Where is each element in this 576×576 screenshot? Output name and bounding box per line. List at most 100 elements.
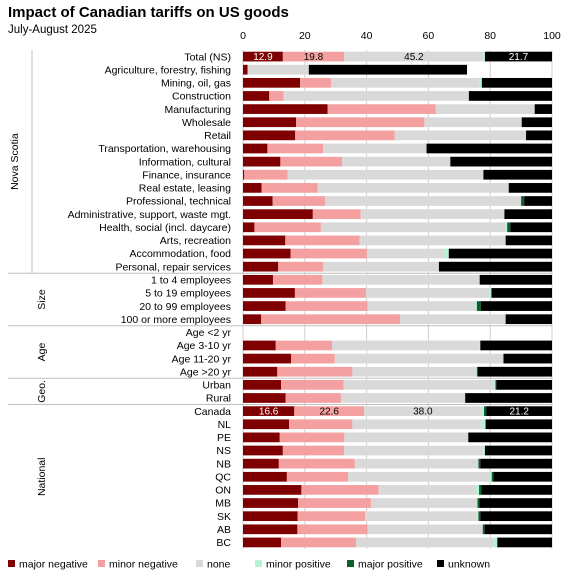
bar-segment-unknown [508, 183, 552, 193]
bar-segment-unknown [524, 196, 552, 206]
bar-segment-unknown [308, 64, 468, 75]
category-label: Personal, repair services [115, 261, 231, 273]
bar-segment-unknown [480, 340, 552, 351]
bar-segment-unknown [503, 353, 552, 364]
bar-segment-major-negative [243, 222, 255, 233]
data-label: 21.7 [509, 52, 529, 63]
bar-segment-major-negative [243, 104, 328, 114]
bar-segment-unknown [534, 104, 552, 114]
bar-segment-major-positive [478, 458, 481, 469]
data-label: 38.0 [413, 407, 433, 418]
bar-segment-minor-positive [481, 406, 485, 416]
bar-segment-unknown [505, 235, 552, 246]
bar-segment-major-positive [484, 406, 487, 416]
bar-segment-major-positive [495, 379, 497, 390]
bar-segment-minor-negative [285, 301, 368, 311]
bar-segment-none [424, 117, 522, 128]
category-label: PE [217, 432, 231, 444]
bar-segment-major-negative [243, 274, 273, 285]
bar-segment-minor-positive [475, 301, 477, 311]
group-label: Age [36, 343, 48, 362]
bar-segment-major-negative [243, 183, 262, 193]
bar-segment-none [340, 393, 466, 403]
bar-segment-unknown [521, 117, 552, 128]
bar-segment-major-negative [243, 143, 268, 154]
category-label: Real estate, leasing [139, 183, 231, 195]
bar-segment-unknown [480, 301, 552, 311]
bar-segment-major-negative [243, 353, 292, 364]
bar-segment-major-negative [243, 51, 283, 62]
bar-segment-minor-negative [290, 248, 367, 259]
bar-segment-major-negative [243, 511, 298, 522]
category-label: Accommodation, food [129, 248, 231, 260]
category-label: Wholesale [182, 117, 231, 129]
group-labels: Nova Scotia Size Age Geo. National [9, 133, 48, 496]
bar-segment-unknown [438, 261, 552, 272]
bar-segment-major-negative [243, 91, 270, 101]
x-tick-label: 80 [484, 30, 496, 42]
category-label: Manufacturing [164, 104, 231, 116]
bar-segment-unknown [479, 498, 552, 508]
bar-segment-major-negative [243, 379, 282, 390]
group-separators [8, 50, 552, 406]
legend-swatch [437, 560, 444, 567]
bar-segment-major-negative [243, 537, 282, 548]
bar-segment-none [348, 471, 491, 482]
bar-segment-minor-negative [275, 340, 332, 351]
bar-segment-none [366, 248, 445, 259]
bar-segment-none [367, 524, 483, 535]
bar-segment-unknown [485, 419, 552, 430]
bar-segment-minor-negative [285, 393, 341, 403]
legend-label: minor negative [109, 559, 178, 571]
bar-segment-major-positive [507, 222, 511, 233]
bar-segment-major-negative [243, 156, 281, 167]
legend-swatch [8, 560, 15, 567]
bar-segment-none [365, 288, 490, 298]
bar-segment-major-negative [243, 288, 295, 298]
bar-segment-unknown [426, 143, 552, 154]
legend-swatch [347, 560, 354, 567]
bar-segment-major-negative [243, 406, 295, 416]
x-tick-label: 40 [361, 30, 373, 42]
bar-segment-major-negative [243, 248, 291, 259]
category-label: Rural [206, 393, 231, 405]
bar-segment-minor-negative [301, 485, 379, 495]
bar-segment-major-positive [476, 366, 478, 377]
bar-segment-major-negative [243, 209, 313, 220]
category-label: Age 3-10 yr [177, 340, 232, 352]
category-label: NS [216, 445, 231, 457]
group-label: Nova Scotia [9, 133, 21, 190]
bar-segment-major-negative [243, 485, 302, 495]
bar-segment-none [370, 498, 478, 508]
bar-segment-major-negative [243, 419, 290, 430]
bar-segment-unknown [526, 130, 552, 141]
bar-segment-minor-negative [282, 445, 345, 456]
category-label: Finance, insurance [142, 169, 231, 181]
legend-label: minor positive [266, 559, 331, 571]
x-tick-label: 0 [240, 30, 246, 42]
bar-segment-minor-negative [278, 261, 324, 272]
legend-swatch [98, 560, 105, 567]
bar-segment-major-positive [521, 196, 525, 206]
category-label: AB [217, 524, 231, 536]
bar-segment-major-negative [243, 340, 276, 351]
bar-segment-minor-positive [476, 511, 479, 522]
bar-segment-minor-negative [269, 91, 284, 101]
bar-segment-minor-positive [493, 537, 498, 548]
bar-segment-minor-negative [272, 274, 323, 285]
bar-segment-major-negative [243, 117, 297, 128]
bar-segment-major-negative [243, 77, 301, 88]
bar-segment-minor-negative [297, 511, 366, 522]
legend-label: unknown [448, 559, 490, 571]
bar-segment-unknown [480, 458, 552, 469]
bar-segment-none [344, 51, 484, 62]
bar-segment-major-negative [243, 458, 279, 469]
bar-segment-minor-negative [272, 196, 326, 206]
bar-segment-minor-negative [279, 432, 345, 443]
bar-segment-none [435, 104, 535, 114]
chart-title: Impact of Canadian tariffs on US goods [8, 4, 289, 21]
group-label: Geo. [36, 380, 48, 403]
bar-segment-none [342, 156, 451, 167]
category-label: 5 to 19 employees [145, 288, 231, 300]
